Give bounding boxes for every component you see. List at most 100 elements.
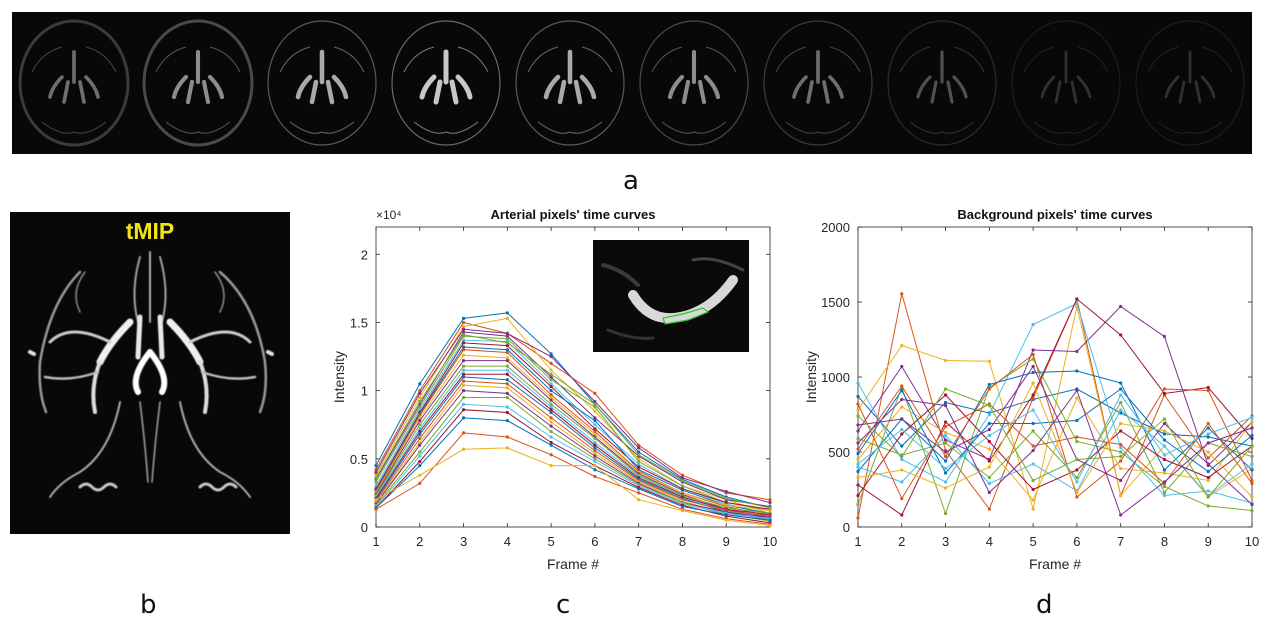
background-data-point <box>1250 462 1254 466</box>
background-xtick-label: 2 <box>898 534 905 549</box>
arterial-data-point <box>593 402 597 406</box>
background-ytick-label: 1000 <box>821 370 850 385</box>
arterial-data-point <box>724 506 728 510</box>
background-data-point <box>987 457 991 462</box>
background-data-point <box>1206 426 1210 430</box>
arterial-data-point <box>549 393 553 397</box>
background-data-point <box>987 481 991 486</box>
arterial-data-point <box>637 477 641 481</box>
arterial-series-line <box>375 365 771 514</box>
arterial-data-point <box>593 451 597 455</box>
arterial-data-point <box>724 509 728 513</box>
arterial-data-point <box>418 408 422 412</box>
background-data-point <box>987 465 991 469</box>
background-data-point <box>1250 478 1254 483</box>
arterial-series-line <box>375 409 771 524</box>
arterial-data-point <box>418 389 422 393</box>
arterial-data-point <box>593 446 597 450</box>
arterial-data-point <box>593 409 597 413</box>
background-series-line <box>857 370 1253 472</box>
background-data-point <box>1031 421 1035 426</box>
background-data-point <box>1250 466 1254 471</box>
arterial-data-point <box>374 496 378 500</box>
arterial-data-point <box>418 382 422 386</box>
background-data-point <box>943 430 948 435</box>
arterial-data-point <box>724 507 728 511</box>
arterial-data-point <box>680 491 685 495</box>
background-series-line <box>857 365 1253 505</box>
arterial-data-point <box>593 457 597 461</box>
background-series-line <box>857 396 1253 501</box>
arterial-data-point <box>461 431 466 435</box>
background-data-point <box>1162 480 1167 484</box>
arterial-data-point <box>461 447 466 451</box>
background-xtick-label: 1 <box>854 534 861 549</box>
arterial-data-point <box>680 484 685 488</box>
arterial-data-point <box>549 378 553 382</box>
arterial-data-point <box>593 464 597 468</box>
arterial-series-line <box>375 360 771 518</box>
arterial-data-point <box>680 503 685 507</box>
background-data-point <box>987 427 991 432</box>
arterial-series-line <box>375 380 771 517</box>
background-ytick-label: 500 <box>828 445 850 460</box>
background-data-point <box>1119 513 1123 517</box>
background-data-point <box>1119 466 1123 471</box>
background-data-point <box>1162 334 1167 339</box>
background-data-point <box>943 480 948 484</box>
background-data-point <box>900 453 904 457</box>
arterial-data-point <box>461 359 466 363</box>
arterial-data-point <box>637 462 641 466</box>
background-data-point <box>1075 387 1079 391</box>
arterial-data-point <box>549 398 553 402</box>
arterial-data-point <box>768 515 772 520</box>
background-series-line <box>857 298 1253 516</box>
background-data-point <box>987 385 991 390</box>
arterial-data-point <box>505 378 509 382</box>
background-series-line <box>857 388 1253 498</box>
arterial-data-point <box>461 333 466 337</box>
arterial-data-point <box>593 427 597 431</box>
arterial-ytick-label: 0 <box>361 520 368 535</box>
background-data-point <box>1119 493 1123 498</box>
arterial-data-point <box>549 435 553 439</box>
background-data-point <box>856 402 860 406</box>
background-data-point <box>987 433 991 438</box>
arterial-series-line <box>375 339 771 516</box>
arterial-data-point <box>593 402 597 406</box>
arterial-data-point <box>418 412 422 416</box>
arterial-series-line <box>375 328 771 503</box>
arterial-data-point <box>374 506 378 510</box>
background-data-point <box>987 421 991 426</box>
arterial-data-point <box>637 453 641 457</box>
arterial-data-point <box>637 481 641 485</box>
background-data-point <box>1250 444 1254 448</box>
background-chart: 1 2 3 4 5 6 7 8 9 10 0 500 1000 1500 2000 Background pi… <box>803 207 1259 572</box>
arterial-data-point <box>461 348 466 352</box>
arterial-data-point <box>768 518 772 522</box>
arterial-data-point <box>593 423 597 427</box>
arterial-data-point <box>724 511 728 515</box>
arterial-data-point <box>461 372 466 376</box>
arterial-data-point <box>374 494 378 498</box>
arterial-data-point <box>768 500 772 505</box>
arterial-data-point <box>418 423 422 427</box>
arterial-data-point <box>505 386 509 390</box>
arterial-data-point <box>374 507 378 511</box>
arterial-data-point <box>549 453 553 457</box>
background-data-point <box>1206 432 1210 436</box>
arterial-data-point <box>549 420 553 424</box>
background-data-point <box>1119 411 1123 415</box>
background-data-point <box>1250 414 1254 418</box>
arterial-data-point <box>461 330 466 334</box>
arterial-data-point <box>549 408 553 412</box>
background-data-point <box>900 454 904 459</box>
arterial-data-point <box>768 522 772 526</box>
arterial-series-line <box>375 373 771 516</box>
background-data-point <box>1075 297 1079 301</box>
arterial-data-point <box>680 498 685 502</box>
background-data-point <box>1206 421 1210 426</box>
background-ytick-label: 1500 <box>821 295 850 310</box>
arterial-data-point <box>461 402 466 406</box>
background-data-point <box>900 405 904 409</box>
